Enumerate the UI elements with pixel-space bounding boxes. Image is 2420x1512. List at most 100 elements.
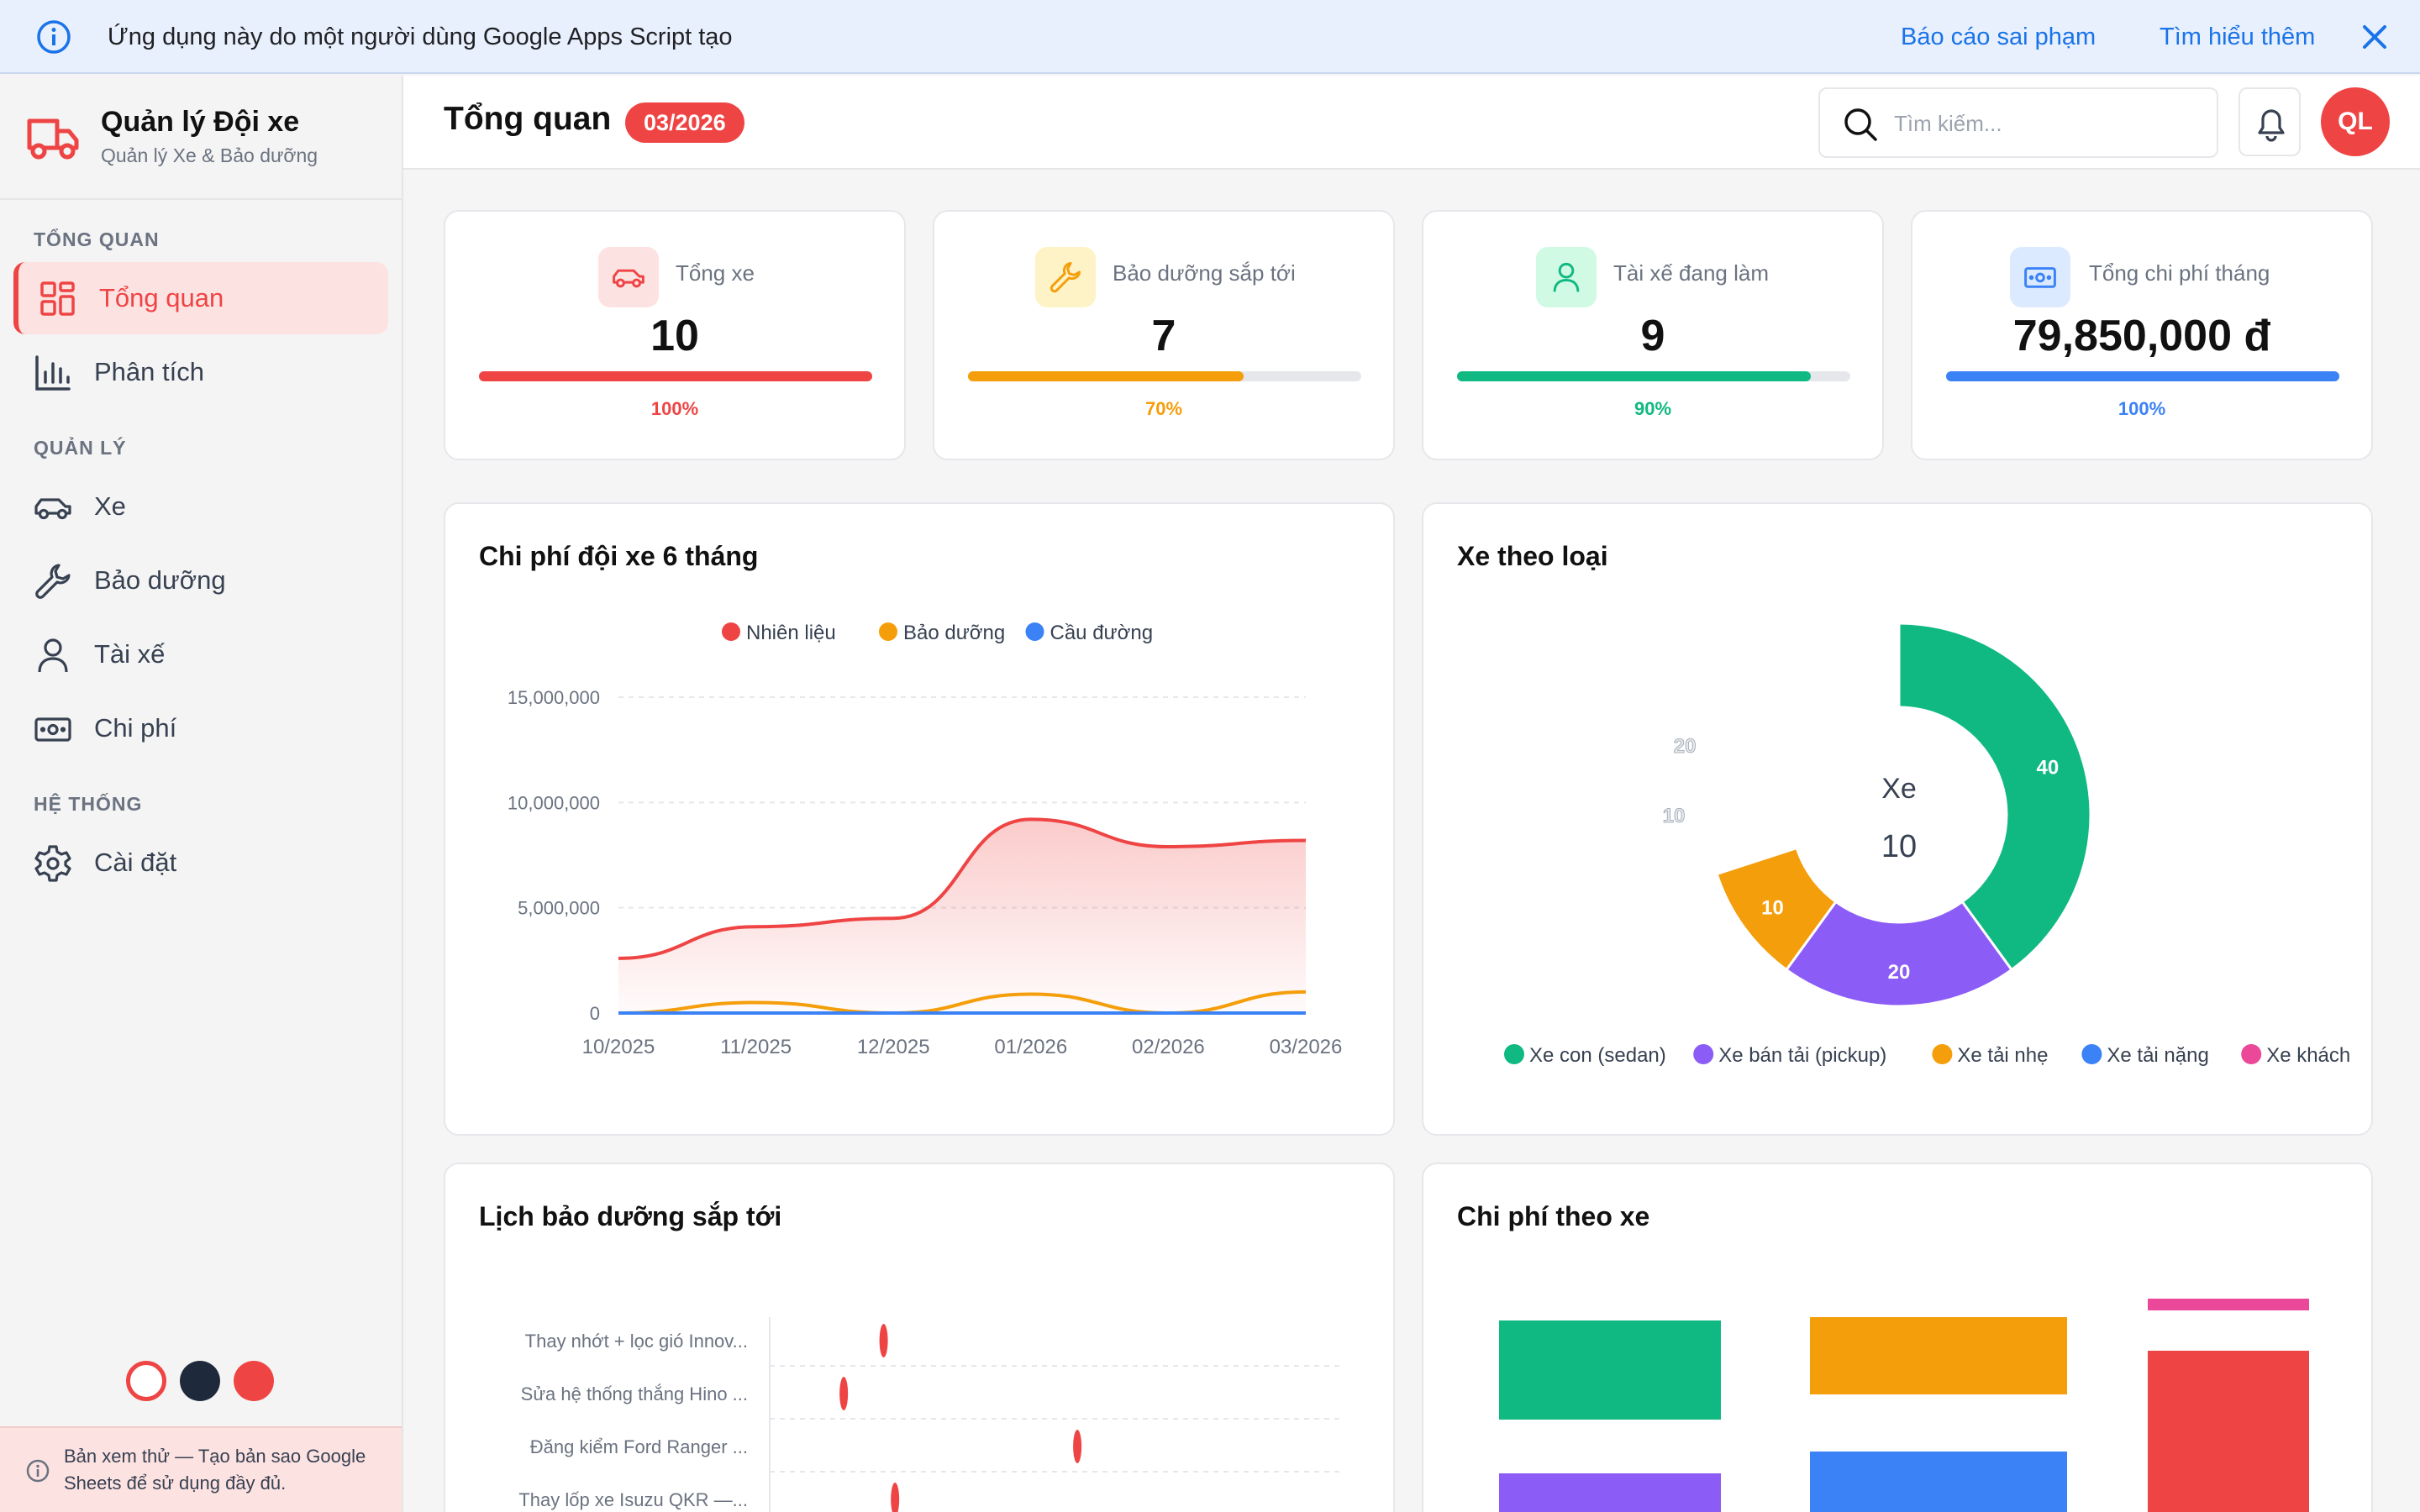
gear-icon <box>34 845 71 882</box>
stat-card-total-vehicles: Tổng xe 10 100% <box>444 210 906 460</box>
sidebar-item-overview[interactable]: Tổng quan <box>13 262 388 334</box>
wrench-icon <box>1050 262 1081 293</box>
donut-data-label: 20 <box>1888 961 1911 984</box>
x-tick-label: 03/2026 <box>1270 1036 1343 1058</box>
car-icon <box>613 269 644 288</box>
progress-fill <box>968 371 1244 381</box>
legend-label: Bảo dưỡng <box>903 622 1005 644</box>
treemap-cell[interactable] <box>1499 1320 1721 1420</box>
bell-icon <box>2258 109 2285 142</box>
sidebar-item-settings[interactable]: Cài đặt <box>13 827 388 899</box>
legend-entry[interactable]: Xe con (sedan) <box>1504 1044 1666 1067</box>
section-label-manage: QUẢN LÝ <box>34 437 127 459</box>
stat-card-active-drivers: Tài xế đang làm 9 90% <box>1422 210 1884 460</box>
stat-label: Tài xế đang làm <box>1613 260 1769 286</box>
legend-label: Cầu đường <box>1050 622 1154 644</box>
truck-icon <box>27 118 79 160</box>
y-tick-label: 5,000,000 <box>518 898 600 919</box>
cost-per-vehicle-treemap <box>1499 1299 2309 1512</box>
stat-label: Tổng xe <box>676 260 755 286</box>
brand: Quản lý Đội xe Quản lý Xe & Bảo dưỡng <box>0 76 402 200</box>
treemap-cell[interactable] <box>1499 1473 1721 1512</box>
stat-label: Tổng chi phí tháng <box>2089 260 2270 286</box>
theme-red-dot[interactable] <box>234 1361 274 1401</box>
stat-value: 10 <box>650 312 699 360</box>
donut-slice[interactable] <box>1897 622 2092 972</box>
x-tick-label: 02/2026 <box>1132 1036 1205 1058</box>
chart-title: Xe theo loại <box>1457 541 1608 571</box>
schedule-point[interactable] <box>1073 1430 1082 1463</box>
period-badge: 03/2026 <box>625 102 744 143</box>
stat-icon-box <box>1536 247 1597 307</box>
y-tick-label: 15,000,000 <box>508 687 600 708</box>
legend-swatch <box>722 622 740 641</box>
search-input[interactable] <box>1894 102 2205 144</box>
report-abuse-link[interactable]: Báo cáo sai phạm <box>1901 24 2096 50</box>
donut-slice[interactable] <box>1784 900 2014 1008</box>
user-icon <box>38 638 68 673</box>
theme-dark-dot[interactable] <box>180 1361 220 1401</box>
schedule-point[interactable] <box>879 1324 888 1357</box>
brand-title: Quản lý Đội xe <box>101 106 300 138</box>
progress-fill <box>1946 371 2339 381</box>
schedule-point[interactable] <box>839 1377 849 1410</box>
treemap-cell[interactable] <box>2148 1351 2309 1512</box>
sidebar-item-maintenance[interactable]: Bảo dưỡng <box>13 544 388 617</box>
fleet-cost-chart-card: Chi phí đội xe 6 tháng Nhiên liệu Bảo dưỡ… <box>444 502 1395 1136</box>
legend-label: Xe tải nặng <box>2107 1044 2208 1067</box>
sidebar-item-analytics[interactable]: Phân tích <box>13 336 388 408</box>
donut-data-label: 10 <box>1663 805 1686 827</box>
stat-icon-box <box>598 247 659 307</box>
sidebar-item-expenses[interactable]: Chi phí <box>13 692 388 764</box>
learn-more-link[interactable]: Tìm hiểu thêm <box>2160 24 2316 50</box>
legend-entry[interactable]: Cầu đường <box>1025 622 1154 644</box>
stat-value: 9 <box>1640 312 1665 360</box>
user-icon <box>1553 262 1580 292</box>
donut-data-label: 20 <box>1674 735 1697 758</box>
car-icon <box>34 498 71 520</box>
sidebar-item-label: Phân tích <box>94 357 204 386</box>
series-line[interactable] <box>618 817 1307 960</box>
sidebar-item-label: Cài đặt <box>94 848 177 877</box>
bar-chart-icon <box>35 355 71 391</box>
chart-title: Lịch bảo dưỡng sắp tới <box>479 1201 782 1231</box>
legend-label: Nhiên liệu <box>746 622 836 644</box>
legend-label: Xe tải nhẹ <box>1957 1044 2048 1067</box>
treemap-cell[interactable] <box>2148 1299 2309 1310</box>
legend-entry[interactable]: Xe khách <box>2241 1044 2350 1067</box>
legend-entry[interactable]: Bảo dưỡng <box>879 622 1005 644</box>
legend-entry[interactable]: Xe bán tải (pickup) <box>1693 1044 1886 1067</box>
apps-script-banner: Ứng dụng này do một người dùng Google Ap… <box>0 0 2420 74</box>
legend-swatch <box>2241 1044 2262 1064</box>
treemap-cell[interactable] <box>1810 1452 2067 1512</box>
treemap-cell[interactable] <box>1810 1317 2067 1394</box>
stat-value: 79,850,000 đ <box>2012 312 2271 360</box>
y-category-label: Thay nhớt + lọc gió Innov... <box>525 1331 748 1352</box>
sidebar-item-drivers[interactable]: Tài xế <box>13 618 388 690</box>
legend-label: Xe khách <box>2266 1044 2350 1067</box>
top-header: Tổng quan 03/2026 QL <box>403 76 2420 170</box>
schedule-point[interactable] <box>891 1483 900 1512</box>
theme-light-dot[interactable] <box>126 1361 166 1401</box>
x-tick-label: 11/2025 <box>720 1036 792 1058</box>
legend-label: Xe con (sedan) <box>1529 1044 1666 1067</box>
sidebar-item-vehicles[interactable]: Xe <box>13 470 388 543</box>
notification-button[interactable] <box>2238 87 2301 156</box>
page-title: Tổng quan <box>444 101 612 137</box>
avatar[interactable]: QL <box>2321 87 2390 156</box>
chart-title: Chi phí đội xe 6 tháng <box>479 541 759 571</box>
sidebar-item-label: Bảo dưỡng <box>94 565 226 595</box>
donut-slice[interactable] <box>1715 846 1838 972</box>
legend-entry[interactable]: Xe tải nặng <box>2081 1044 2209 1067</box>
stat-card-upcoming-maintenance: Bảo dưỡng sắp tới 7 70% <box>933 210 1395 460</box>
legend-swatch <box>1504 1044 1524 1064</box>
banner-message: Ứng dụng này do một người dùng Google Ap… <box>108 24 733 50</box>
sidebar-item-label: Chi phí <box>94 713 177 743</box>
chart-title: Chi phí theo xe <box>1457 1201 1650 1231</box>
money-icon <box>2024 267 2056 288</box>
legend-entry[interactable]: Nhiên liệu <box>722 622 836 644</box>
stat-percent: 70% <box>1144 398 1183 419</box>
close-icon[interactable] <box>2358 20 2391 54</box>
legend-entry[interactable]: Xe tải nhẹ <box>1932 1044 2048 1067</box>
y-category-label: Đăng kiểm Ford Ranger ... <box>530 1436 748 1457</box>
